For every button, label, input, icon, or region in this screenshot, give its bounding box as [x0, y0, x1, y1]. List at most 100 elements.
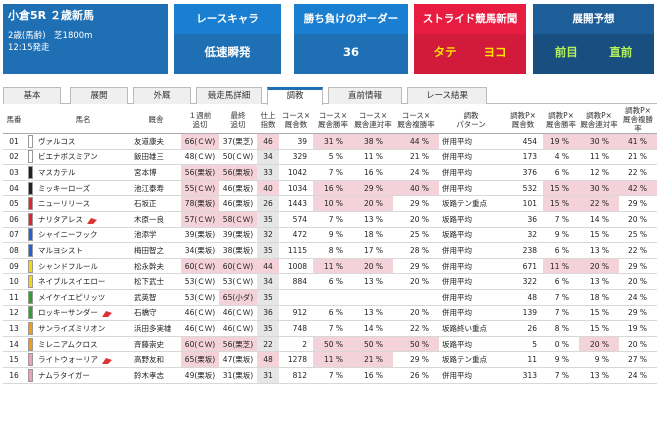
horse-name-link[interactable]: ミレニアムクロス	[38, 339, 98, 349]
workout-week-before: 48(ＣＷ)	[181, 149, 219, 166]
workout-final: 58(ＣＷ)	[219, 211, 257, 228]
pattern-win-rate: 4 %	[543, 149, 579, 166]
horse-name-link[interactable]: ライトウォーリア	[38, 355, 98, 365]
table-row[interactable]: 03 マスカテル 宮本博 56(栗坂) 56(栗坂) 33 1042 7 % 16 % 24 % 併…	[3, 164, 657, 181]
table-row[interactable]: 01 ヴァルコス 友道康夫 66(ＣＷ) 37(栗芝) 46 39 31 % 38 % 44 % 併…	[3, 133, 657, 150]
pattern-count: 5	[503, 336, 543, 353]
race-start-time: 12:15発走	[8, 43, 50, 53]
post-color-cell	[25, 351, 35, 368]
table-row[interactable]: 05 ニューリリース 石坂正 78(栗坂) 46(栗坂) 26 1443 10 % 20 % 29…	[3, 195, 657, 212]
column-header: 調教 パターン	[439, 106, 503, 134]
course-top3-rate: 25 %	[393, 227, 439, 244]
workout-final: 56(栗芝)	[219, 336, 257, 353]
table-row[interactable]: 07 シャイニーフック 池添学 39(栗坂) 39(栗坂) 32 472 9 % 18 % 25 …	[3, 227, 657, 244]
table-row[interactable]: 11 メイケイエピリッツ 武英智 53(ＣＷ) 65(小ダ) 35 併用平均 48 7 % 18 …	[3, 289, 657, 306]
table-row[interactable]: 12 ロッキーサンダー 石橋守 46(ＣＷ) 46(ＣＷ) 36 912 6 % 13 % 20 …	[3, 305, 657, 322]
workout-week-before: 56(栗坂)	[181, 164, 219, 181]
table-row[interactable]: 02 ビエナボスミアン 飯田雄三 48(ＣＷ) 50(ＣＷ) 34 329 5 % 11 % 21…	[3, 149, 657, 166]
training-pattern: 併用平均	[439, 289, 503, 306]
post-color-cell	[25, 367, 35, 384]
horse-name-link[interactable]: マルヨシスト	[38, 245, 83, 255]
course-top2-rate: 16 %	[353, 367, 393, 384]
course-win-rate: 7 %	[313, 367, 353, 384]
pattern-win-rate: 15 %	[543, 195, 579, 212]
horse-name-link[interactable]: サンライズミリオン	[38, 323, 106, 333]
horse-name-link[interactable]: メイケイエピリッツ	[38, 292, 106, 302]
training-pattern: 併用平均	[439, 273, 503, 290]
course-trainer-count: 812	[279, 367, 313, 384]
horse-name-cell: メイケイエピリッツ	[35, 289, 131, 306]
tab-2[interactable]: 外厩	[133, 87, 191, 104]
horse-name-link[interactable]: ニューリリース	[38, 199, 91, 209]
tab-0[interactable]: 基本	[3, 87, 61, 104]
workout-week-before: 66(ＣＷ)	[181, 133, 219, 150]
horse-number: 07	[3, 227, 25, 244]
course-top2-rate: 20 %	[353, 195, 393, 212]
tab-4[interactable]: 調教	[267, 87, 323, 105]
pattern-win-rate: 7 %	[543, 305, 579, 322]
trainer-name: 飯田雄三	[131, 149, 181, 166]
horse-name-link[interactable]: マスカテル	[38, 167, 76, 177]
trainer-name: 松下武士	[131, 273, 181, 290]
horse-name-link[interactable]: ヴァルコス	[38, 136, 76, 146]
workout-week-before: 60(ＣＷ)	[181, 336, 219, 353]
column-header	[25, 106, 35, 134]
pattern-win-rate: 6 %	[543, 273, 579, 290]
horse-name-link[interactable]: ロッキーサンダー	[38, 308, 98, 318]
pattern-top3-rate: 20 %	[619, 273, 657, 290]
horse-name-link[interactable]: ナリタアレス	[38, 214, 83, 224]
course-top3-rate: 22 %	[393, 320, 439, 337]
workout-final: 47(栗坂)	[219, 351, 257, 368]
column-header: 仕上 指数	[257, 106, 279, 134]
course-trainer-count: 1034	[279, 180, 313, 197]
horse-number: 11	[3, 289, 25, 306]
finish-index: 44	[257, 258, 279, 275]
tab-3[interactable]: 競走馬詳細	[196, 87, 262, 104]
workout-final: 60(ＣＷ)	[219, 258, 257, 275]
horse-name-link[interactable]: ビエナボスミアン	[38, 152, 98, 162]
horse-name-link[interactable]: ミッキーローズ	[38, 183, 91, 193]
tab-1[interactable]: 展開	[70, 87, 128, 104]
pattern-top2-rate: 15 %	[579, 305, 619, 322]
course-trainer-count: 1278	[279, 351, 313, 368]
pattern-top2-rate: 15 %	[579, 227, 619, 244]
table-row[interactable]: 13 サンライズミリオン 浜田多実雄 46(ＣＷ) 46(ＣＷ) 35 748 7 % 14 %…	[3, 320, 657, 337]
table-row[interactable]: 09 シャンドフルール 松永幹夫 60(ＣＷ) 60(ＣＷ) 44 1008 11 % 20 %…	[3, 258, 657, 275]
post-color-cell	[25, 305, 35, 322]
workout-final: 37(栗芝)	[219, 133, 257, 150]
horse-name-cell: ニューリリース	[35, 195, 131, 212]
course-top3-rate: 29 %	[393, 258, 439, 275]
pattern-top3-rate: 25 %	[619, 227, 657, 244]
pattern-top2-rate: 15 %	[579, 320, 619, 337]
horse-name-link[interactable]: ナムラタイガー	[38, 370, 90, 380]
workout-week-before: 46(ＣＷ)	[181, 305, 219, 322]
horse-number: 16	[3, 367, 25, 384]
pattern-win-rate: 9 %	[543, 351, 579, 368]
horse-number: 12	[3, 305, 25, 322]
post-color-swatch	[27, 134, 33, 148]
table-row[interactable]: 16 ナムラタイガー 鈴木孝志 49(栗坂) 31(栗坂) 31 812 7 % 16 % 26 …	[3, 367, 657, 384]
horse-name-link[interactable]: ネイブルスイエロー	[38, 277, 106, 287]
pattern-win-rate: 6 %	[543, 242, 579, 259]
tab-5[interactable]: 直前情報	[328, 87, 402, 104]
course-win-rate	[313, 289, 353, 306]
post-color-swatch	[27, 150, 33, 164]
table-row[interactable]: 14 ミレニアムクロス 斉藤崇史 60(ＣＷ) 56(栗芝) 22 2 50 % 50 % 50 …	[3, 336, 657, 353]
table-row[interactable]: 10 ネイブルスイエロー 松下武士 53(ＣＷ) 53(ＣＷ) 34 884 6 % 13 % 2…	[3, 273, 657, 290]
finish-index: 35	[257, 289, 279, 306]
horse-name-link[interactable]: シャンドフルール	[38, 261, 98, 271]
table-row[interactable]: 08 マルヨシスト 梅田智之 34(栗坂) 38(栗坂) 35 1115 8 % 17 % 28 …	[3, 242, 657, 259]
horse-name-cell: マスカテル	[35, 164, 131, 181]
workout-week-before: 46(ＣＷ)	[181, 320, 219, 337]
column-header: 馬番	[3, 106, 25, 134]
table-row[interactable]: 04 ミッキーローズ 池江泰寿 55(ＣＷ) 46(栗坂) 40 1034 16 % 29 % 4…	[3, 180, 657, 197]
pattern-count: 322	[503, 273, 543, 290]
post-color-cell	[25, 320, 35, 337]
pattern-top2-rate: 11 %	[579, 149, 619, 166]
table-row[interactable]: 06 ナリタアレス 木原一良 57(ＣＷ) 58(ＣＷ) 35 574 7 % 13 % 20 %…	[3, 211, 657, 228]
table-row[interactable]: 15 ライトウォーリア 高野友和 65(栗坂) 47(栗坂) 48 1278 11 % 21 %…	[3, 351, 657, 368]
post-color-swatch	[27, 259, 33, 273]
tab-6[interactable]: レース結果	[407, 87, 487, 104]
workout-final: 46(ＣＷ)	[219, 320, 257, 337]
horse-name-link[interactable]: シャイニーフック	[38, 230, 98, 240]
